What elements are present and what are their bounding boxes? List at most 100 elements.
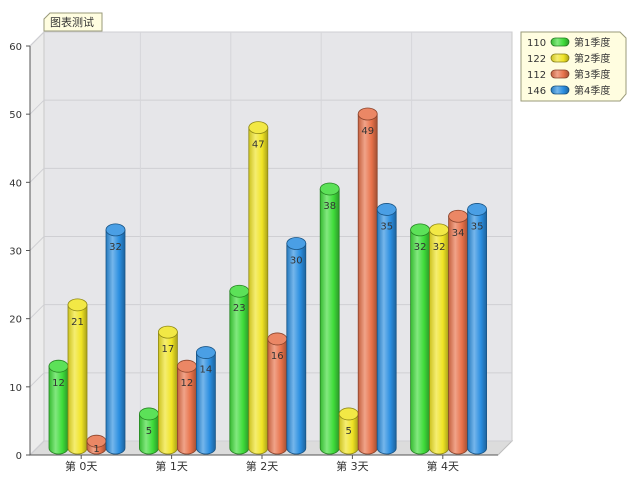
bar-label-0-2: 23 [233, 303, 246, 314]
bar-1-0: 21 [67, 298, 88, 455]
legend-label-0: 第1季度 [574, 36, 610, 49]
gridline-side-1 [29, 372, 45, 388]
bar-0-0: 12 [48, 359, 69, 455]
bar-3-3: 35 [376, 203, 397, 455]
bar-body-1-2 [248, 127, 269, 455]
bar-label-0-4: 32 [414, 242, 427, 253]
legend: 110 第1季度 122 第2季度 112 第3季度 146 第4季度 [520, 31, 627, 102]
bar-cap-0-0 [48, 359, 69, 373]
bar-label-3-1: 14 [200, 365, 213, 376]
bar-label-2-3: 49 [361, 126, 374, 137]
x-tick-label-0: 第 0天 [65, 459, 98, 473]
bar-label-3-4: 35 [471, 221, 484, 232]
gridline-side-3 [29, 236, 45, 251]
bar-body-2-4 [448, 215, 468, 455]
legend-label-3: 第4季度 [574, 84, 610, 97]
legend-label-2: 第3季度 [574, 68, 610, 81]
gridline-side-6 [29, 31, 45, 47]
bar-cap-0-3 [319, 182, 340, 196]
bars: 12 21 1 32 5 17 12 14 23 47 16 30 38 5 49 35 32 32 34 35 [48, 107, 488, 455]
bar-body-3-3 [376, 209, 397, 455]
bar-label-1-2: 47 [252, 140, 265, 151]
bar-1-3: 5 [338, 407, 359, 455]
bar-0-2: 23 [229, 284, 250, 455]
bar-label-0-1: 5 [146, 426, 152, 437]
y-tick-label-6: 60 [9, 42, 22, 53]
y-tick-label-2: 20 [9, 315, 22, 326]
gridline-side-2 [29, 304, 45, 320]
bar-cap-1-2 [248, 121, 269, 135]
legend-entry-0: 110 第1季度 [527, 36, 610, 49]
bar-label-3-3: 35 [380, 221, 393, 232]
bar-body-0-2 [229, 290, 250, 455]
chart-title: 图表测试 [50, 15, 94, 29]
legend-total-1: 122 [527, 54, 546, 65]
legend-swatch-1 [550, 53, 570, 63]
bar-1-2: 47 [248, 121, 269, 455]
x-axis: 第 0天 第 1天 第 2天 第 3天 第 4天 [30, 454, 498, 473]
gridline-side-0 [29, 440, 45, 456]
bar-cap-3-1 [195, 346, 216, 359]
bar-label-3-2: 30 [290, 256, 303, 267]
bar-0-3: 38 [319, 182, 340, 455]
legend-swatch-0 [550, 37, 570, 47]
bar-2-3: 49 [357, 107, 378, 455]
bar-label-2-2: 16 [271, 351, 284, 362]
bar-label-2-4: 34 [452, 228, 465, 239]
bar-label-1-3: 5 [346, 426, 352, 437]
y-axis: 0 10 20 30 40 50 60 [9, 42, 31, 462]
bar-0-4: 32 [410, 223, 431, 455]
bar-2-1: 12 [176, 359, 197, 455]
bar-label-2-1: 12 [181, 378, 194, 389]
legend-total-3: 146 [527, 86, 546, 97]
bar-label-0-3: 38 [323, 201, 336, 212]
bar-cap-3-4 [467, 203, 488, 216]
legend-total-2: 112 [527, 70, 546, 81]
bar-body-3-1 [196, 352, 216, 455]
legend-entry-2: 112 第3季度 [527, 68, 610, 81]
legend-entry-3: 146 第4季度 [527, 84, 610, 97]
x-tick-label-4: 第 4天 [427, 459, 460, 473]
x-tick-label-3: 第 3天 [336, 459, 369, 473]
bar-label-1-4: 32 [433, 242, 446, 253]
bar-3-4: 35 [467, 203, 488, 455]
legend-entry-1: 122 第2季度 [527, 52, 610, 65]
gridline-side-4 [29, 167, 45, 183]
bar-3-1: 14 [195, 346, 216, 455]
bar-label-3-0: 32 [109, 242, 122, 253]
bar-1-4: 32 [429, 223, 450, 455]
bar-cap-2-2 [267, 332, 288, 346]
bar-body-3-0 [105, 229, 126, 455]
bar-label-1-1: 17 [162, 344, 175, 355]
bar-1-1: 17 [157, 325, 178, 455]
bar-cap-0-1 [138, 407, 159, 421]
legend-swatch-3 [550, 85, 570, 95]
bar-body-1-4 [429, 229, 449, 455]
y-tick-label-4: 40 [9, 178, 22, 189]
bar-cap-3-2 [286, 237, 307, 250]
x-tick-label-2: 第 2天 [246, 459, 279, 473]
legend-label-1: 第2季度 [574, 52, 610, 65]
bar-2-0: 1 [86, 434, 107, 455]
chart-title-tab: 图表测试 [43, 12, 103, 32]
y-tick-label-1: 10 [9, 383, 22, 394]
bar-cap-0-4 [410, 223, 431, 237]
bar-cap-0-2 [229, 284, 250, 298]
y-tick-label-0: 0 [16, 451, 22, 462]
bar-body-0-4 [410, 229, 430, 455]
bar-cap-1-3 [338, 407, 359, 421]
bar-body-2-3 [357, 113, 378, 455]
bar-cap-1-0 [67, 298, 88, 312]
bar-body-3-2 [286, 243, 307, 455]
legend-swatch-2 [550, 69, 570, 79]
gridline-side-5 [29, 99, 45, 115]
legend-box [520, 31, 627, 102]
bar-label-2-0: 1 [93, 444, 99, 455]
y-tick-label-5: 50 [9, 110, 22, 121]
bar-cap-3-0 [105, 223, 126, 237]
bar-3-0: 32 [105, 223, 126, 455]
bar-cap-2-4 [448, 209, 469, 223]
bar-cap-1-4 [429, 223, 450, 237]
